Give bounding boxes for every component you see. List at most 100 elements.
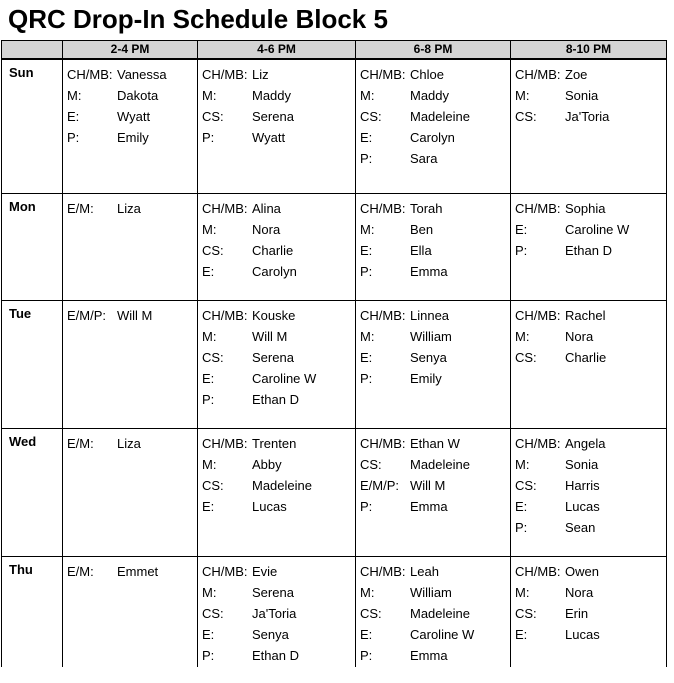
schedule-entry: P: Emily (360, 368, 508, 389)
schedule-entry: P: Ethan D (202, 389, 353, 410)
schedule-cell-thu-2-4pm: E/M: Emmet (62, 556, 198, 667)
staff-name: Madeleine (252, 478, 312, 493)
role-label: P: (202, 129, 215, 145)
schedule-body: Sun CH/MB: Vanessa M: Dakota E: Wyatt P: Emily CH… (1, 58, 667, 667)
staff-name: Madeleine (410, 457, 470, 472)
schedule-cell-sun-2-4pm: CH/MB: Vanessa M: Dakota E: Wyatt P: Emily (62, 58, 198, 194)
staff-name: Linnea (410, 308, 450, 323)
staff-name: Emmet (117, 564, 159, 579)
role-label: P: (360, 499, 373, 514)
role-label: P: (360, 264, 373, 279)
staff-name: Kouske (252, 308, 296, 323)
role-label: P: (360, 648, 373, 663)
staff-name: Ja'Toria (252, 606, 297, 621)
staff-name: Maddy (252, 87, 292, 103)
staff-name: Lucas (565, 627, 600, 642)
staff-name: Emma (410, 264, 448, 279)
schedule-entry: E: Lucas (202, 496, 353, 517)
staff-name: William (410, 585, 452, 600)
role-label: CH/MB: (515, 66, 561, 82)
staff-name: Serena (252, 585, 294, 600)
role-label: M: (515, 329, 530, 344)
staff-name: Carolyn (410, 129, 455, 145)
staff-name: Ethan D (565, 243, 612, 258)
role-label: CH/MB: (360, 436, 406, 451)
role-label: E: (202, 627, 215, 642)
staff-name: Angela (565, 436, 606, 451)
staff-name: Emily (410, 371, 442, 386)
staff-name: Owen (565, 564, 599, 579)
role-label: CS: (515, 606, 537, 621)
role-label: M: (202, 585, 217, 600)
time-header-4-6pm: 4-6 PM (197, 40, 356, 60)
schedule-entry: P: Sean (515, 517, 664, 538)
staff-name: Rachel (565, 308, 606, 323)
staff-name: Harris (565, 478, 600, 493)
role-label: E: (360, 129, 373, 145)
role-label: M: (360, 329, 375, 344)
table-row: Thu E/M: Emmet CH/MB: Evie M: Serena CS: Ja'Tori… (1, 556, 667, 667)
role-label: P: (202, 392, 215, 407)
schedule-entry: E: Caroline W (360, 624, 508, 645)
staff-name: Nora (252, 222, 281, 237)
schedule-cell-wed-6-8pm: CH/MB: Ethan W CS: Madeleine E/M/P: Will M P: E… (355, 428, 511, 557)
schedule-entry: E: Wyatt (67, 106, 195, 127)
role-label: P: (360, 371, 373, 386)
role-label: P: (515, 243, 528, 258)
table-row: Tue E/M/P: Will M CH/MB: Kouske M: Will M CS: Se… (1, 300, 667, 429)
schedule-entry: CS: Madeleine (360, 603, 508, 624)
schedule-entry: CH/MB: Zoe (515, 64, 664, 85)
schedule-entry: E: Carolyn (360, 127, 508, 148)
schedule-entry: E/M: Liza (67, 198, 195, 219)
staff-name: Charlie (565, 350, 607, 365)
staff-name: Sonia (565, 457, 599, 472)
staff-name: Vanessa (117, 66, 167, 82)
schedule-entry: CH/MB: Evie (202, 561, 353, 582)
staff-name: Will M (117, 308, 153, 323)
time-header-6-8pm: 6-8 PM (355, 40, 511, 60)
schedule-entry: CS: Ja'Toria (202, 603, 353, 624)
schedule-cell-sun-6-8pm: CH/MB: Chloe M: Maddy CS: Madeleine E: Carolyn P… (355, 58, 511, 194)
staff-name: Ella (410, 243, 432, 258)
role-label: CH/MB: (360, 66, 406, 82)
schedule-entry: P: Sara (360, 148, 508, 169)
staff-name: Serena (252, 350, 294, 365)
schedule-entry: M: Maddy (202, 85, 353, 106)
staff-name: Liz (252, 66, 269, 82)
staff-name: Lucas (565, 499, 600, 514)
role-label: M: (202, 222, 217, 237)
role-label: E: (360, 627, 373, 642)
role-label: CS: (202, 478, 224, 493)
role-label: E: (515, 222, 528, 237)
role-label: M: (360, 222, 375, 237)
schedule-entry: M: Dakota (67, 85, 195, 106)
role-label: CH/MB: (360, 564, 406, 579)
staff-name: William (410, 329, 452, 344)
schedule-cell-wed-2-4pm: E/M: Liza (62, 428, 198, 557)
role-label: M: (202, 329, 217, 344)
staff-name: Ethan D (252, 392, 299, 407)
schedule-entry: P: Emma (360, 496, 508, 517)
schedule-cell-tue-4-6pm: CH/MB: Kouske M: Will M CS: Serena E: Caroline … (197, 300, 356, 429)
staff-name: Leah (410, 564, 439, 579)
staff-name: Ben (410, 222, 434, 237)
schedule-entry: CS: Serena (202, 347, 353, 368)
staff-name: Abby (252, 457, 282, 472)
schedule-cell-wed-8-10pm: CH/MB: Angela M: Sonia CS: Harris E: Lucas P: Sea… (510, 428, 667, 557)
schedule-entry: CS: Madeleine (360, 454, 508, 475)
staff-name: Zoe (565, 66, 588, 82)
schedule-cell-mon-8-10pm: CH/MB: Sophia E: Caroline W P: Ethan D (510, 193, 667, 301)
staff-name: Emma (410, 648, 448, 663)
schedule-entry: CS: Madeleine (360, 106, 508, 127)
schedule-entry: E: Senya (202, 624, 353, 645)
schedule-entry: E: Caroline W (202, 368, 353, 389)
schedule-entry: CH/MB: Sophia (515, 198, 664, 219)
day-label-mon: Mon (1, 193, 63, 301)
role-label: E: (202, 371, 215, 386)
role-label: E: (515, 627, 528, 642)
schedule-entry: CS: Charlie (202, 240, 353, 261)
schedule-entry: CH/MB: Vanessa (67, 64, 195, 85)
staff-name: Ja'Toria (565, 108, 610, 124)
schedule-cell-mon-2-4pm: E/M: Liza (62, 193, 198, 301)
